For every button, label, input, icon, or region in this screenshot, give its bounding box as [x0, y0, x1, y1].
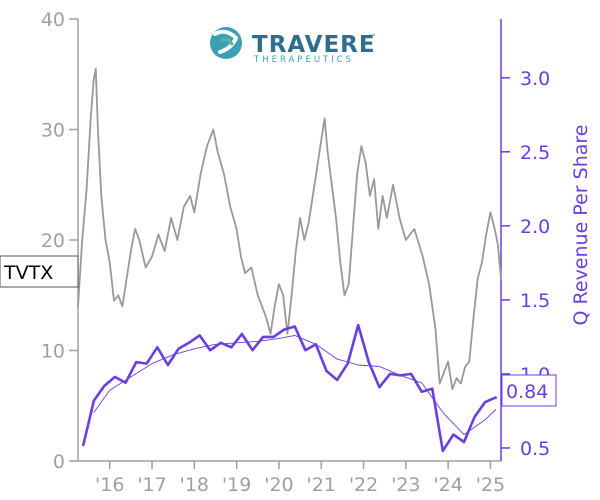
- right-tick-label: 1.5: [520, 290, 550, 312]
- right-tick-label: 2.0: [520, 216, 550, 238]
- x-ticks: '16 '17 '18 '19 '20 '21 '22 '23 '24 '25: [95, 461, 505, 496]
- x-tick-label: '18: [180, 474, 209, 496]
- left-y-ticks: 0 10 20 30 40: [41, 9, 78, 473]
- left-tick-label: 40: [41, 9, 65, 31]
- right-tick-label: 0.5: [520, 438, 550, 460]
- left-tick-label: 20: [41, 230, 65, 252]
- right-y-axis-label: Q Revenue Per Share: [570, 125, 592, 326]
- left-tick-label: 30: [41, 120, 65, 142]
- x-tick-label: '20: [264, 474, 293, 496]
- x-tick-label: '23: [391, 474, 420, 496]
- left-tick-label: 10: [41, 341, 65, 363]
- ticker-badge: TVTX: [0, 255, 79, 288]
- ticker-label: TVTX: [3, 262, 53, 284]
- logo-tagline: THERAPEUTICS: [253, 55, 354, 65]
- logo-mark-icon: [210, 27, 242, 59]
- last-value-label: 0.84: [506, 381, 548, 403]
- x-tick-label: '22: [349, 474, 378, 496]
- last-value-badge: 0.84: [501, 374, 557, 407]
- right-tick-label: 2.5: [520, 142, 550, 164]
- revenue-line: [82, 323, 497, 453]
- left-tick-label: 0: [53, 451, 65, 473]
- logo-name: TRAVERE: [252, 32, 376, 58]
- right-tick-label: 3.0: [520, 68, 550, 90]
- x-tick-label: '21: [307, 474, 336, 496]
- x-tick-label: '25: [476, 474, 505, 496]
- price-line: [77, 67, 502, 391]
- x-tick-label: '19: [222, 474, 251, 496]
- company-logo: TRAVERE ™ THERAPEUTICS: [210, 27, 377, 65]
- x-tick-label: '16: [95, 474, 124, 496]
- last-value-box: [501, 374, 557, 407]
- ticker-badge-box: [0, 255, 79, 288]
- logo-trademark: ™: [368, 33, 377, 43]
- x-tick-label: '17: [137, 474, 166, 496]
- x-tick-label: '24: [433, 474, 462, 496]
- series-layer: [77, 67, 502, 453]
